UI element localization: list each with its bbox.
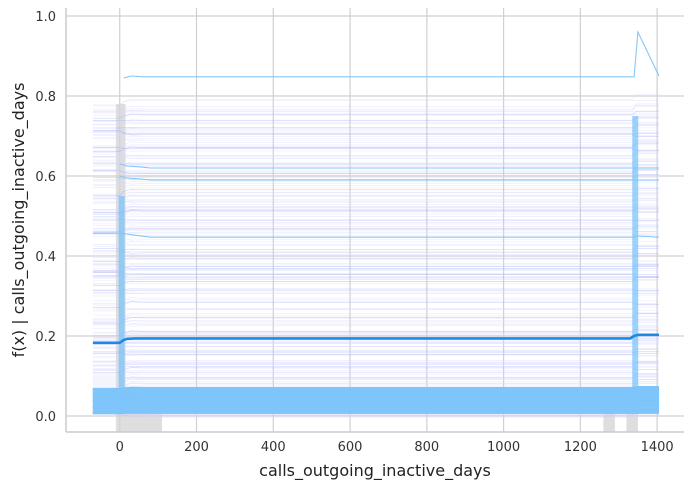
ice-curve [92, 110, 659, 119]
ice-curve [92, 314, 659, 320]
ice-curve [92, 105, 659, 114]
y-tick-label: 0.4 [35, 250, 56, 265]
ice-curve [92, 138, 659, 142]
ice-dense-band [92, 388, 660, 414]
ice-curve [92, 293, 659, 305]
histogram-bar [150, 412, 162, 432]
ice-curve [92, 252, 659, 256]
ice-curve [92, 218, 659, 221]
x-tick-label: 1400 [641, 440, 674, 455]
ice-curve [92, 140, 659, 147]
ice-curve [92, 136, 659, 140]
ice-curve [92, 167, 659, 173]
x-tick-label: 0 [116, 440, 124, 455]
ice-curve [92, 160, 659, 164]
ice-curve [92, 413, 659, 419]
x-tick-label: 800 [414, 440, 439, 455]
ice-curve [92, 367, 659, 373]
ice-curve [92, 268, 659, 273]
ice-curve [92, 279, 659, 285]
ice-curve [92, 177, 659, 186]
ice-curve [92, 246, 659, 252]
x-tick-label: 600 [338, 440, 363, 455]
y-tick-label: 0.8 [35, 90, 56, 105]
ice-curve [92, 260, 659, 271]
ice-curve [92, 151, 659, 157]
ice-curve [92, 125, 659, 133]
ice-curve [92, 290, 659, 293]
ice-curve [92, 321, 659, 327]
ice-curve [92, 226, 659, 232]
y-tick-label: 0.6 [35, 170, 56, 185]
ice-curve [92, 279, 659, 285]
ice-curve [92, 223, 659, 225]
highlight-curve [119, 163, 659, 169]
x-tick-label: 1200 [564, 440, 597, 455]
ice-curve [92, 232, 659, 237]
ice-curve [92, 370, 659, 375]
ice-curve [92, 94, 659, 107]
ice-jump-cluster [118, 196, 125, 414]
ice-curve [92, 311, 659, 321]
ice-curve [92, 301, 659, 308]
ice-curve [92, 110, 659, 116]
ice-curve [92, 253, 659, 262]
ice-curve [92, 232, 659, 236]
ice-curve [92, 347, 659, 352]
ice-curve [92, 150, 659, 158]
ice-curve [92, 248, 659, 257]
ice-curve [92, 366, 659, 371]
axes-spines [65, 8, 684, 433]
ice-curve [92, 197, 659, 205]
highlight-curve [119, 175, 659, 181]
ice-curve [92, 299, 659, 302]
ice-curve [92, 265, 659, 273]
ice-curve [92, 105, 659, 112]
y-axis-label: f(x) | calls_outgoing_inactive_days [9, 83, 29, 358]
highlight-curve [92, 232, 660, 238]
ice-curve [92, 99, 659, 106]
x-axis-ticks: 0 200 400 600 800 1000 1200 1400 [116, 440, 674, 455]
ice-curve [92, 123, 659, 129]
average-curve [92, 333, 659, 345]
ice-curves [92, 94, 660, 419]
ice-curve [92, 113, 659, 122]
histogram [115, 104, 638, 432]
ice-curve [92, 306, 659, 312]
ice-curve [92, 152, 659, 158]
x-axis-label: calls_outgoing_inactive_days [259, 461, 491, 481]
ice-curve [92, 104, 659, 112]
histogram-bar [138, 406, 151, 432]
ice-curve [92, 361, 659, 363]
ice-curve [92, 179, 659, 185]
ice-curve [92, 206, 659, 211]
ice-curve [92, 142, 659, 152]
ice-curve [92, 371, 659, 375]
y-tick-label: 0.2 [35, 330, 56, 345]
ice-curve [92, 140, 659, 147]
x-tick-label: 200 [184, 440, 209, 455]
y-tick-label: 0.0 [35, 410, 56, 425]
x-tick-label: 1000 [487, 440, 520, 455]
highlight-curves [92, 29, 660, 238]
ice-curve [92, 103, 659, 111]
gridlines [66, 8, 684, 432]
ice-curve [92, 199, 659, 203]
ice-curve [92, 343, 659, 349]
ice-curve [92, 112, 659, 116]
y-axis-ticks: 0.0 0.2 0.4 0.6 0.8 1.0 [35, 10, 56, 425]
ice-curve [92, 198, 659, 201]
ice-jump-cluster [632, 116, 639, 414]
ice-curve [92, 158, 659, 167]
histogram-bar [603, 408, 615, 432]
ice-curve [92, 244, 659, 247]
highlight-curve [123, 29, 660, 79]
average-curve-group [92, 333, 659, 345]
ice-curve [92, 188, 659, 196]
y-tick-label: 1.0 [35, 10, 56, 25]
x-tick-label: 400 [261, 440, 286, 455]
